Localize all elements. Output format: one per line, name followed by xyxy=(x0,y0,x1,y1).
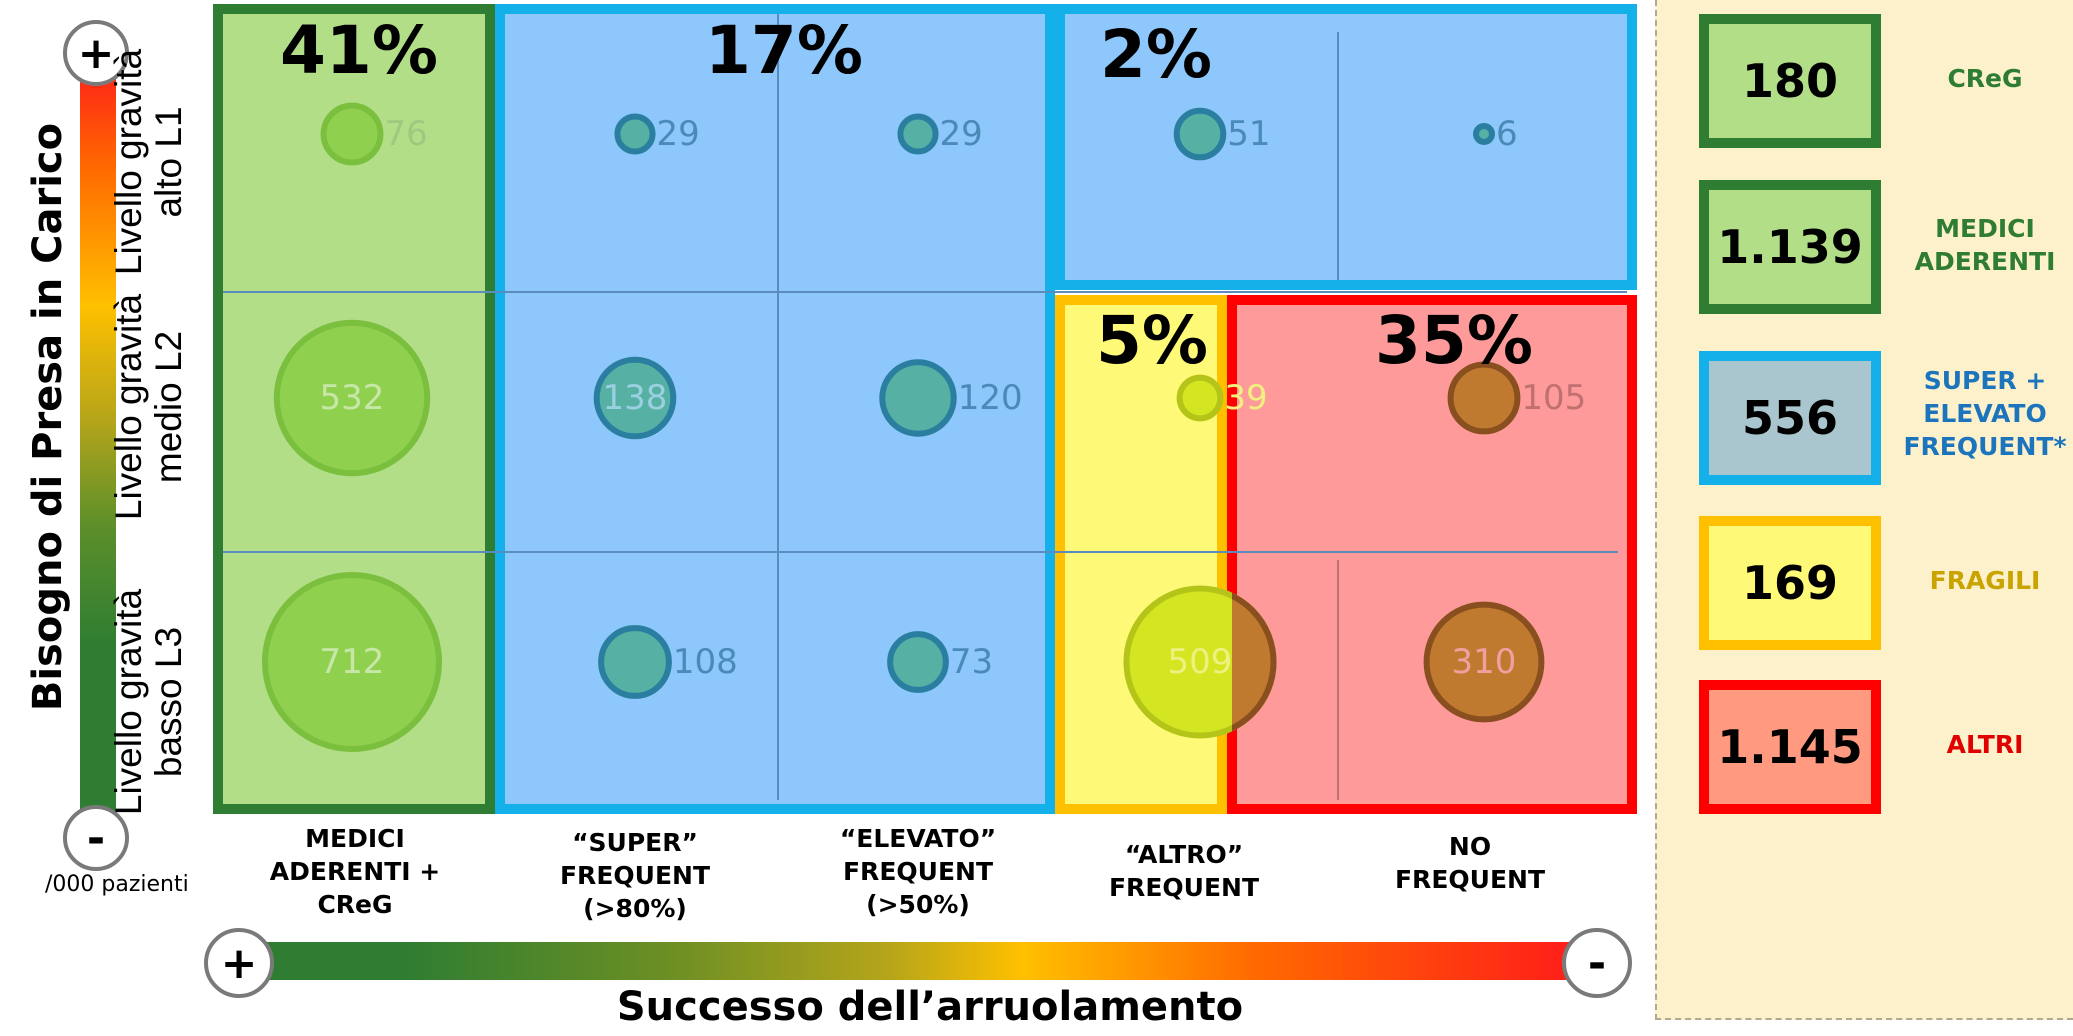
legend-value-altri: 1.145 xyxy=(1717,720,1863,774)
percent-group-4: 5% xyxy=(1096,302,1209,379)
percent-group-1: 41% xyxy=(280,12,438,89)
x-axis-gradient-bar xyxy=(240,942,1590,980)
x-axis-minus-sign: - xyxy=(1587,937,1607,989)
y-axis-title: Bisogno di Presa in Carico xyxy=(25,122,71,712)
group-altro-no-top xyxy=(1055,4,1637,290)
percent-group-5: 35% xyxy=(1375,302,1533,379)
column-label-altro-frequent: “ALTRO” FREQUENT xyxy=(1108,840,1259,902)
legend-value-creg: 180 xyxy=(1741,54,1839,108)
group-no-frequent xyxy=(1227,295,1637,814)
legend-box-altri: 1.145 xyxy=(1699,680,1881,814)
column-label-elevato-frequent: “ELEVATO” FREQUENT (>50%) xyxy=(839,824,997,919)
row-label-l3: Livello gravità basso L3 xyxy=(108,588,189,816)
legend-box-creg: 180 xyxy=(1699,14,1881,148)
legend-value-medici-aderenti: 1.139 xyxy=(1717,220,1863,274)
y-axis-plus-sign: + xyxy=(77,27,115,79)
legend-label-medici-aderenti: MEDICI ADERENTI xyxy=(1914,214,2056,276)
x-axis-plus-circle: + xyxy=(204,928,274,998)
legend-label-altri: ALTRI xyxy=(1946,730,2024,759)
x-axis-minus-circle: - xyxy=(1562,928,1632,998)
legend-box-medici-aderenti: 1.139 xyxy=(1699,180,1881,314)
y-axis-minus-sign: - xyxy=(86,812,106,864)
legend-label-fragili: FRAGILI xyxy=(1929,566,2041,595)
percent-group-3: 2% xyxy=(1100,16,1213,93)
legend-label-super-elevato: SUPER + ELEVATO FREQUENT* xyxy=(1903,366,2067,461)
column-label-no-frequent: NO FREQUENT xyxy=(1394,832,1545,894)
row-label-l1: Livello gravità alto L1 xyxy=(108,48,189,276)
x-axis-plus-sign: + xyxy=(220,937,258,989)
legend-panel xyxy=(1655,0,2073,1020)
legend-value-super-elevato: 556 xyxy=(1741,391,1839,445)
group-super-elevato xyxy=(495,4,1055,814)
column-label-medici-creg: MEDICI ADERENTI + CReG xyxy=(269,824,441,919)
x-axis-title: Successo dell’arruolamento xyxy=(616,984,1244,1030)
legend-value-fragili: 169 xyxy=(1741,556,1839,610)
legend-box-super-elevato: 556 xyxy=(1699,351,1881,485)
y-axis-minus-circle: - xyxy=(63,805,129,871)
column-label-super-frequent: “SUPER” FREQUENT (>80%) xyxy=(559,828,710,923)
y-axis-unit-note: /000 pazienti xyxy=(45,872,189,897)
legend-label-creg: CReG xyxy=(1947,64,2023,93)
y-axis-gradient-bar xyxy=(80,55,116,815)
percent-group-2: 17% xyxy=(705,12,863,89)
y-axis-plus-circle: + xyxy=(63,20,129,86)
group-medici-creg xyxy=(213,4,495,814)
legend-box-fragili: 169 xyxy=(1699,516,1881,650)
row-label-l2: Livello gravità medio L2 xyxy=(108,293,189,521)
